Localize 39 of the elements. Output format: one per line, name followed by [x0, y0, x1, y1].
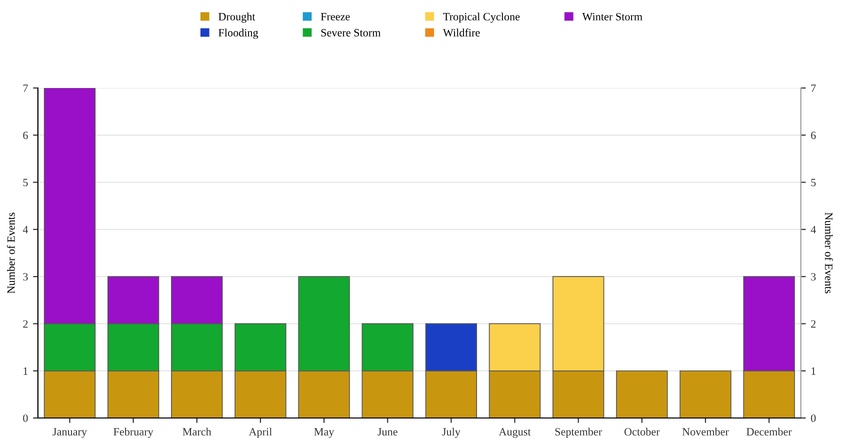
x-tick-label: January	[52, 428, 87, 438]
y-tick-label: 5	[23, 178, 28, 186]
x-tick-label: September	[555, 428, 602, 438]
legend-label: Drought	[218, 12, 256, 23]
legend-label: Tropical Cyclone	[443, 12, 520, 23]
bar	[680, 370, 732, 418]
x-tick-label: November	[682, 428, 729, 436]
x-tick-label: October	[624, 428, 660, 436]
y2-tick-label: 5	[811, 178, 816, 186]
y2-tick-label: 3	[811, 273, 816, 281]
x-tick-label: July	[442, 428, 460, 438]
x-tick-label: June	[378, 428, 398, 436]
x-tick-label: April	[248, 428, 272, 438]
y-tick-label: 7	[23, 84, 28, 92]
y2-tick-label: 1	[812, 367, 816, 375]
x-tick-label: March	[182, 428, 212, 436]
y-axis-title: Number of Events	[6, 212, 15, 294]
x-tick-label: May	[314, 428, 334, 438]
y2-tick-label: 4	[810, 226, 816, 234]
legend-label: Severe Storm	[321, 28, 381, 36]
legend-label: Flooding	[218, 28, 258, 39]
x-tick-label: February	[114, 428, 154, 438]
y-tick-label: 6	[23, 132, 28, 140]
y2-axis-title: Number of Events	[824, 212, 833, 294]
y-tick-label: 0	[23, 414, 28, 422]
x-tick-label: December	[746, 428, 792, 436]
y2-tick-label: 7	[811, 84, 816, 92]
x-tick-label: August	[498, 428, 531, 438]
y-tick-label: 4	[22, 226, 28, 234]
y2-tick-label: 6	[811, 132, 816, 140]
y-tick-label: 1	[24, 367, 28, 375]
legend-label: Wildfire	[442, 28, 480, 37]
y2-tick-label: 0	[810, 414, 816, 422]
y-tick-label: 2	[23, 320, 28, 328]
bar	[616, 370, 668, 418]
y-tick-label: 3	[23, 273, 28, 281]
legend-label: Freeze	[320, 13, 350, 20]
legend-label: Winter Storm	[582, 12, 642, 20]
y2-tick-label: 2	[811, 320, 816, 328]
